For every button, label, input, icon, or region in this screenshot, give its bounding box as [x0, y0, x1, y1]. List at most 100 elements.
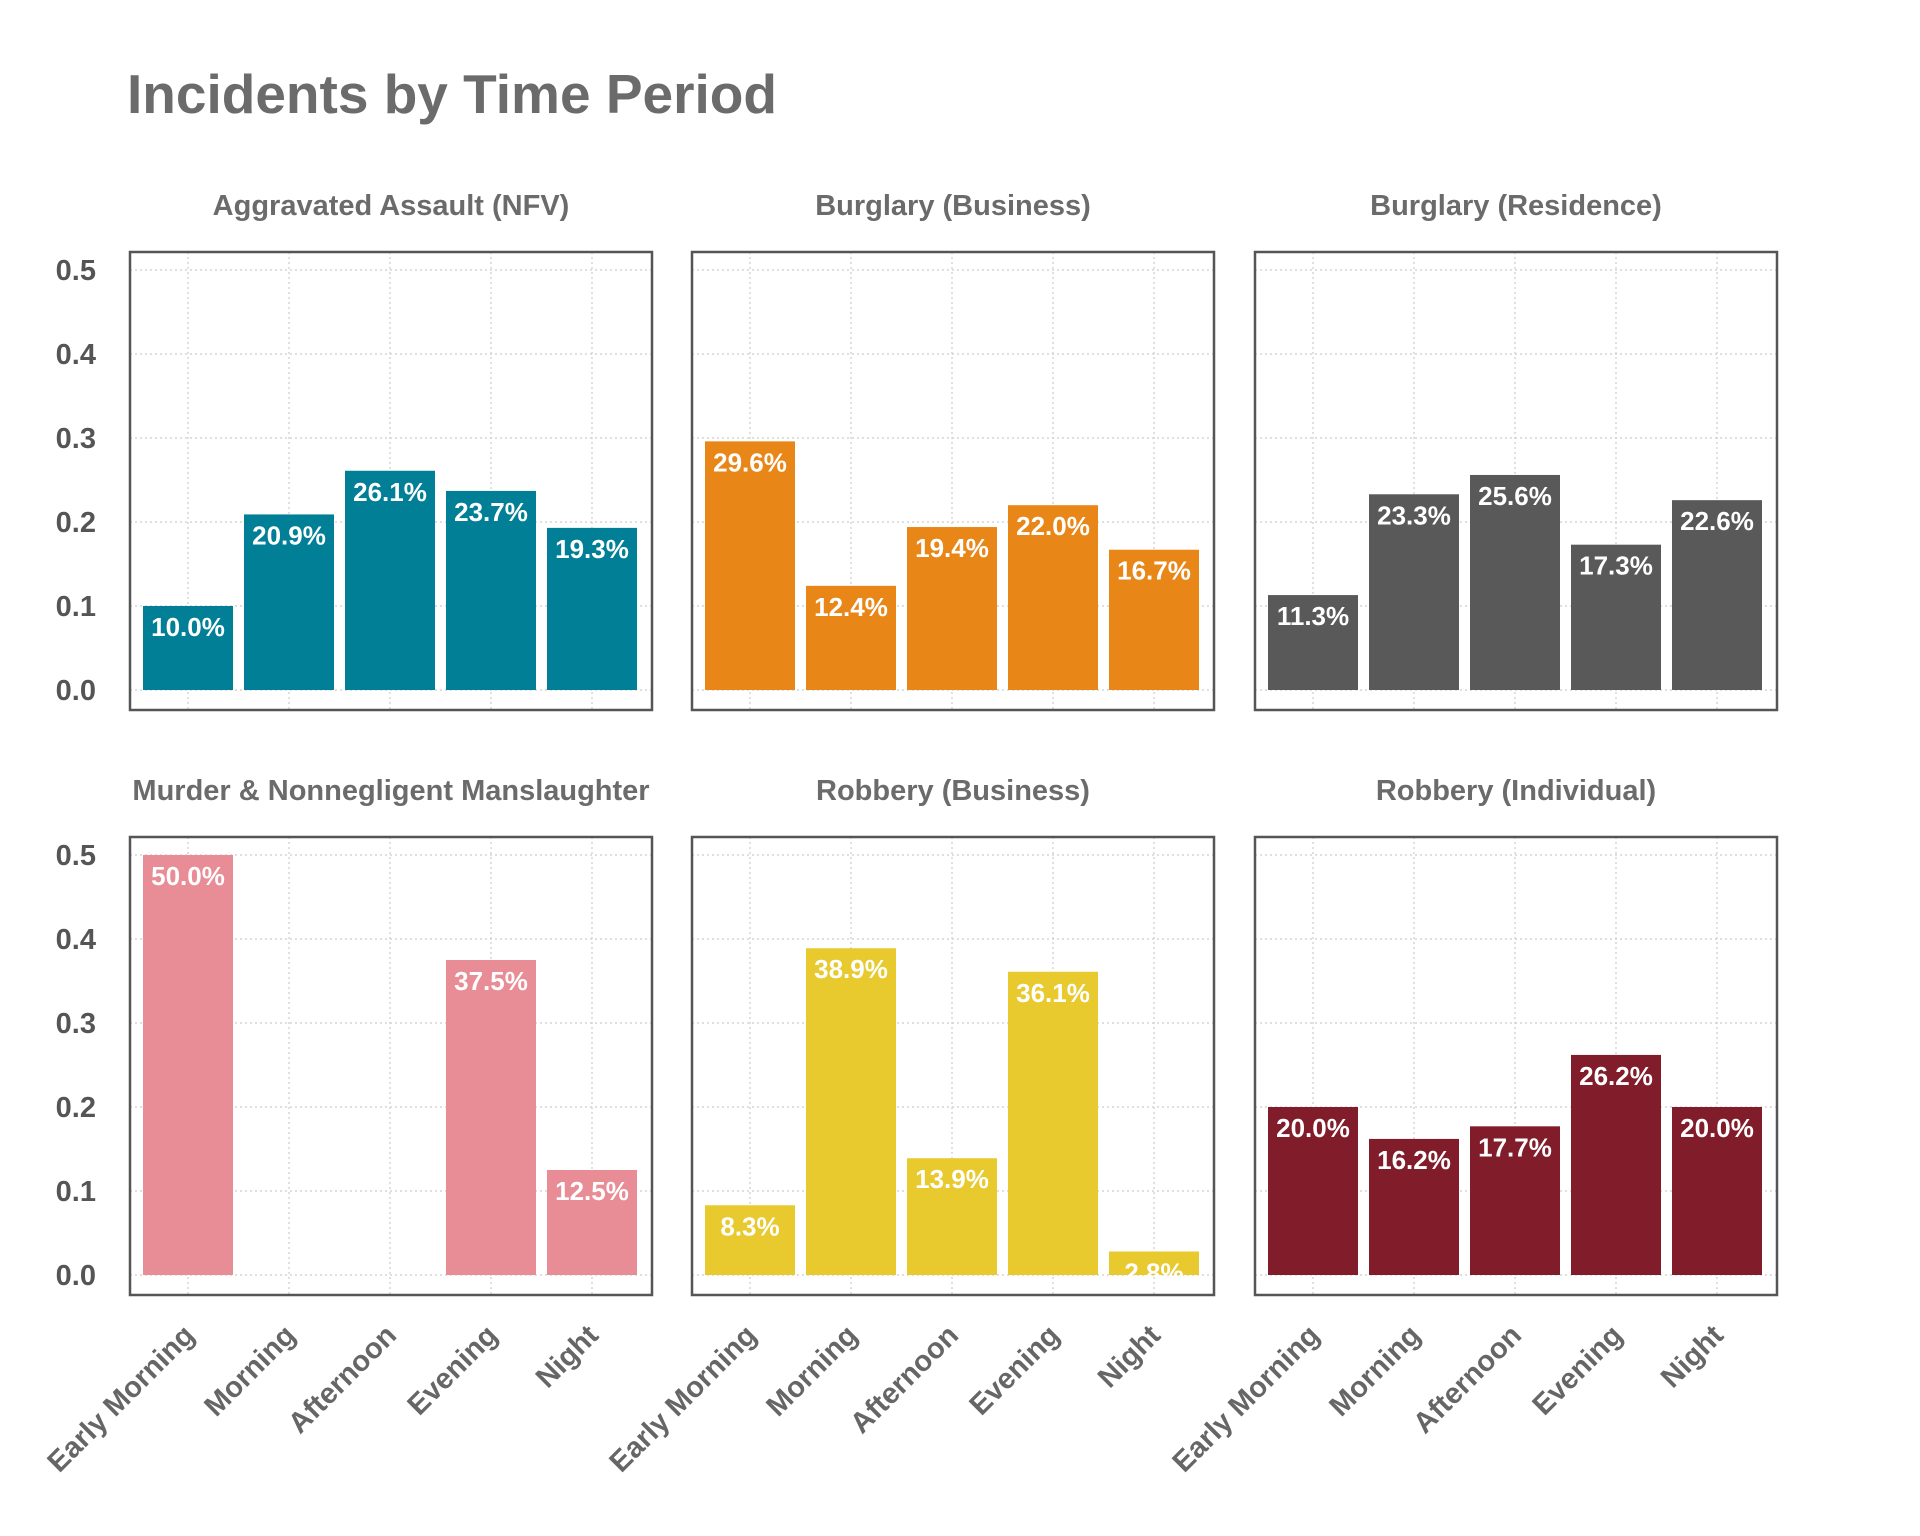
x-tick-label: Afternoon — [844, 1319, 965, 1440]
bar — [1369, 1138, 1459, 1275]
bar — [1369, 494, 1459, 690]
bar — [907, 1158, 997, 1275]
bar-value-label: 23.7% — [454, 497, 528, 527]
bar — [244, 514, 334, 690]
bar-value-label: 11.3% — [1277, 601, 1349, 631]
y-tick-label: 0.5 — [56, 840, 96, 872]
x-tick-label: Evening — [1527, 1319, 1629, 1421]
x-tick-label: Night — [1092, 1319, 1167, 1394]
bar — [1268, 595, 1358, 690]
y-tick-label: 0.1 — [56, 591, 96, 623]
bar — [705, 441, 795, 690]
panel-title: Aggravated Assault (NFV) — [213, 190, 570, 222]
x-tick-label: Afternoon — [282, 1319, 403, 1440]
bar-value-label: 20.0% — [1276, 1113, 1350, 1143]
panel-title: Robbery (Business) — [816, 775, 1090, 807]
y-tick-label: 0.4 — [56, 924, 96, 956]
panel-frame — [1253, 250, 1779, 712]
bar — [1571, 1054, 1661, 1275]
panel-frame — [690, 835, 1216, 1297]
panel-5: Robbery (Business) 8.3% 38.9% 13.9% 36.1% 2.8… — [604, 775, 1216, 1479]
bar-value-label: 8.3% — [720, 1211, 779, 1241]
bar — [705, 1205, 795, 1275]
bar — [1008, 505, 1098, 690]
panel-plot-area: 50.0% 37.5% 12.5% — [130, 837, 652, 1295]
bar — [547, 1170, 637, 1275]
bar-value-label: 22.0% — [1016, 511, 1090, 541]
panel-plot-area: 10.0% 20.9% 26.1% 23.7% 19.3% — [130, 252, 652, 710]
bar — [547, 527, 637, 690]
x-tick-label: Afternoon — [1407, 1319, 1528, 1440]
panel-plot-area: 20.0% 16.2% 17.7% 26.2% 20.0% — [1255, 837, 1777, 1295]
bar-value-label: 20.0% — [1680, 1113, 1754, 1143]
y-tick-label: 0.3 — [56, 1008, 96, 1040]
x-tick-label: Early Morning — [604, 1319, 763, 1478]
bar — [1672, 1107, 1762, 1275]
panel-title: Robbery (Individual) — [1376, 775, 1656, 807]
bar — [806, 948, 896, 1275]
bar-value-label: 12.5% — [555, 1176, 629, 1206]
bar — [143, 855, 233, 1275]
y-tick-label: 0.0 — [56, 1260, 96, 1292]
bar-value-label: 38.9% — [814, 954, 888, 984]
x-tick-label: Evening — [402, 1319, 504, 1421]
bar-value-label: 22.6% — [1680, 506, 1754, 536]
panel-frame — [128, 250, 654, 712]
y-tick-label: 0.4 — [56, 339, 96, 371]
panel-plot-area: 8.3% 38.9% 13.9% 36.1% 2.8% — [692, 837, 1214, 1295]
y-tick-label: 0.2 — [56, 1092, 96, 1124]
bar-value-label: 26.2% — [1579, 1061, 1653, 1091]
y-tick-label: 0.2 — [56, 507, 96, 539]
bar — [446, 960, 536, 1275]
panel-6: Robbery (Individual) 20.0% 16.2% 17.7% 26.2%… — [1167, 775, 1779, 1479]
panel-3: Burglary (Residence) 11.3% 23.3% 25.6% 17.3%… — [1253, 190, 1779, 712]
bar-value-label: 17.7% — [1478, 1132, 1552, 1162]
bar — [1268, 1107, 1358, 1275]
bar — [1470, 1126, 1560, 1275]
y-tick-label: 0.3 — [56, 423, 96, 455]
bar — [806, 585, 896, 690]
bar-value-label: 50.0% — [151, 861, 225, 891]
bar-value-label: 37.5% — [454, 966, 528, 996]
bar — [907, 527, 997, 690]
bar-value-label: 17.3% — [1579, 551, 1653, 581]
panel-4: Murder & Nonnegligent Manslaughter 50.0% 3… — [42, 775, 654, 1479]
bar — [1672, 500, 1762, 690]
bar-value-label: 36.1% — [1016, 978, 1090, 1008]
bar — [446, 490, 536, 690]
bar-value-label: 26.1% — [353, 477, 427, 507]
x-tick-label: Early Morning — [42, 1319, 201, 1478]
panel-plot-area: 29.6% 12.4% 19.4% 22.0% 16.7% — [692, 252, 1214, 710]
panel-frame — [690, 250, 1216, 712]
panel-title: Burglary (Business) — [815, 190, 1091, 222]
bar — [1109, 1251, 1199, 1275]
bar — [345, 470, 435, 690]
y-tick-label: 0.0 — [56, 675, 96, 707]
bar — [143, 606, 233, 690]
bar-value-label: 10.0% — [151, 612, 225, 642]
bar-value-label: 16.7% — [1117, 556, 1191, 586]
bar-value-label: 23.3% — [1377, 500, 1451, 530]
chart-panels: Aggravated Assault (NFV) 10.0% 20.9% 26.1% 2… — [42, 190, 1779, 1479]
bar — [1470, 474, 1560, 690]
panel-2: Burglary (Business) 29.6% 12.4% 19.4% 22.0% 1… — [690, 190, 1216, 712]
chart-title: Incidents by Time Period — [127, 63, 777, 125]
bar-value-label: 12.4% — [814, 592, 888, 622]
bar-value-label: 19.4% — [915, 533, 989, 563]
panel-title: Murder & Nonnegligent Manslaughter — [132, 775, 649, 807]
bar-value-label: 25.6% — [1478, 481, 1552, 511]
x-tick-label: Morning — [1323, 1319, 1426, 1422]
x-tick-label: Night — [1655, 1319, 1730, 1394]
bar — [1008, 971, 1098, 1275]
bar-value-label: 13.9% — [915, 1164, 989, 1194]
y-tick-label: 0.1 — [56, 1176, 96, 1208]
x-tick-label: Morning — [198, 1319, 301, 1422]
bar — [1109, 549, 1199, 690]
panel-frame — [1253, 835, 1779, 1297]
x-tick-label: Early Morning — [1167, 1319, 1326, 1478]
bar-value-label: 20.9% — [252, 520, 326, 550]
x-tick-label: Morning — [760, 1319, 863, 1422]
bar-value-label: 29.6% — [713, 447, 787, 477]
y-tick-label: 0.5 — [56, 255, 96, 287]
